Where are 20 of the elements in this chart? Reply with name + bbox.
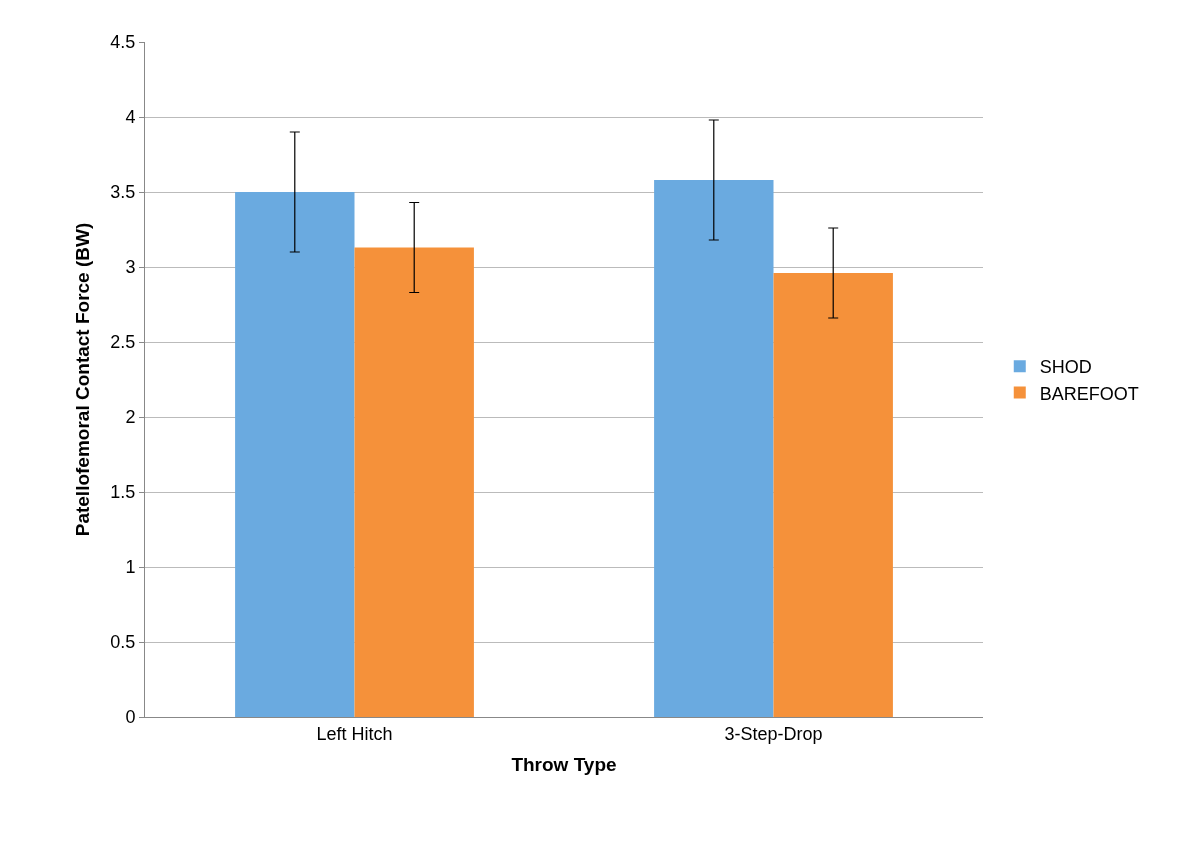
y-tick-label: 4 (125, 107, 136, 128)
legend-label: BAREFOOT (1039, 383, 1139, 404)
x-tick-label: Left Hitch (316, 723, 393, 744)
y-axis-title: Patellofemoral Contact Force (BW) (72, 222, 94, 537)
x-tick-label: 3-Step-Drop (724, 723, 823, 744)
y-tick-label: 1 (125, 557, 136, 578)
bar (654, 180, 774, 717)
y-tick-label: 2 (125, 407, 136, 428)
y-tick-label: 1.5 (110, 482, 136, 503)
legend-label: SHOD (1039, 357, 1092, 378)
y-tick-label: 4.5 (110, 32, 136, 53)
y-tick-label: 0 (125, 707, 136, 728)
bar (235, 192, 355, 717)
y-tick-label: 2.5 (110, 332, 136, 353)
x-axis-title: Throw Type (511, 754, 617, 776)
bar (354, 247, 474, 717)
y-tick-label: 3 (125, 257, 136, 278)
y-tick-label: 3.5 (110, 182, 136, 203)
bar (773, 273, 893, 717)
y-tick-label: 0.5 (110, 632, 136, 653)
